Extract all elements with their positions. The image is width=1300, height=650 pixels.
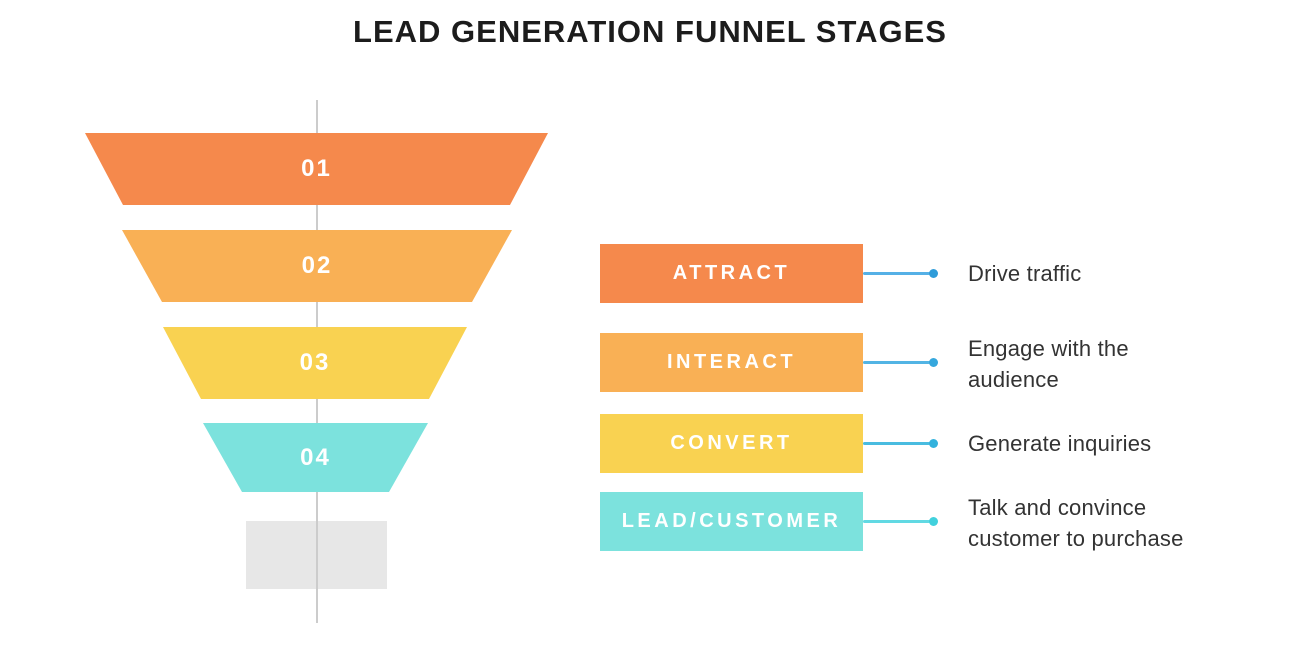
funnel-stage-2: 02 [122, 230, 512, 302]
stage-label: LEAD/CUSTOMER [621, 510, 842, 532]
stage-label: ATTRACT [672, 262, 791, 284]
connector-line [863, 520, 930, 523]
legend-row-lead-customer: LEAD/CUSTOMER Talk and convince customer… [600, 492, 1260, 551]
legend-row-convert: CONVERT Generate inquiries [600, 414, 1260, 473]
funnel-stage-number: 04 [300, 443, 331, 471]
stage-label: CONVERT [670, 432, 793, 454]
stage-description: Talk and convince customer to purchase [968, 495, 1184, 551]
funnel-stage-number: 02 [301, 252, 333, 279]
connector-line [863, 442, 930, 445]
funnel-stage-number: 01 [301, 155, 332, 182]
legend-row-interact: INTERACT Engage with the audience [600, 333, 1260, 392]
connector-dot [929, 358, 938, 367]
connector-dot [929, 269, 938, 278]
connector-dot [929, 439, 938, 448]
stage-label-bar: INTERACT [600, 333, 863, 392]
stage-label-bar: CONVERT [600, 414, 863, 473]
legend-row-attract: ATTRACT Drive traffic [600, 244, 1260, 303]
funnel-stage-1: 01 [85, 133, 548, 205]
connector-line [863, 361, 930, 364]
funnel-stage-3: 03 [163, 327, 467, 399]
page-title: LEAD GENERATION FUNNEL STAGES [353, 14, 947, 49]
stage-description: Generate inquiries [968, 431, 1152, 456]
stage-description: Drive traffic [968, 261, 1082, 286]
stage-label: INTERACT [666, 351, 797, 373]
connector-dot [929, 517, 938, 526]
stage-description: Engage with the audience [968, 336, 1129, 392]
funnel-stage-4: 04 [203, 423, 428, 492]
funnel-stage-number: 03 [299, 349, 331, 376]
stage-label-bar: ATTRACT [600, 244, 863, 303]
stage-label-bar: LEAD/CUSTOMER [600, 492, 863, 551]
connector-line [863, 272, 930, 275]
